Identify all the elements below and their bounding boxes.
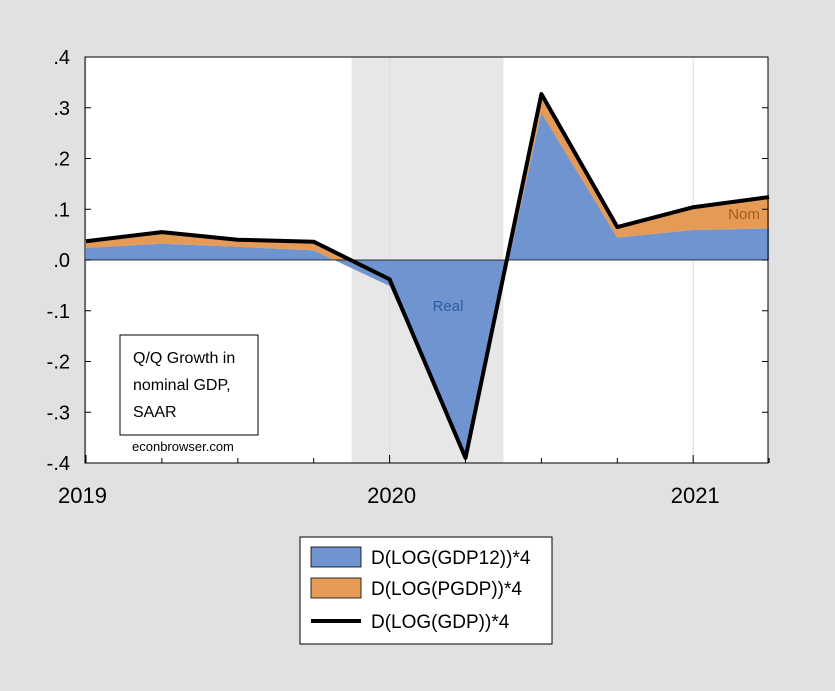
- annotation-box: Q/Q Growth in nominal GDP, SAAR: [119, 334, 259, 436]
- real-label: Real: [433, 298, 464, 315]
- annotation-line-2: nominal GDP,: [133, 377, 231, 394]
- y-tick-label: .2: [53, 149, 70, 171]
- nom-label: Nom: [728, 206, 760, 223]
- x-tick-label-2020: 2020: [367, 483, 416, 508]
- y-tick-label: .1: [53, 199, 70, 221]
- x-tick-label-2021: 2021: [671, 483, 720, 508]
- x-tick-label-2019: 2019: [58, 483, 107, 508]
- y-axis: .4 .3 .2 .1 .0 -.1 -.2 -.3 -.4: [47, 47, 768, 475]
- y-tick-label: .0: [53, 250, 70, 272]
- legend-label-price: D(LOG(PGDP))*4: [371, 579, 522, 600]
- legend: D(LOG(GDP12))*4 D(LOG(PGDP))*4 D(LOG(GDP…: [299, 536, 553, 645]
- y-tick-label: -.1: [47, 301, 70, 323]
- y-tick-label: -.2: [47, 352, 70, 374]
- x-axis: 2019 2020 2021: [58, 455, 770, 508]
- line-series: [85, 92, 770, 460]
- y-tick-label: -.3: [47, 402, 70, 424]
- y-tick-label: .4: [53, 47, 70, 69]
- area-real: [86, 112, 770, 456]
- legend-label-nominal: D(LOG(GDP))*4: [371, 612, 510, 633]
- source-label: econbrowser.com: [132, 439, 234, 454]
- y-tick-label: .3: [53, 98, 70, 120]
- legend-swatch-price: [310, 577, 362, 599]
- line-nominal: [85, 92, 770, 460]
- annotation-line-3: SAAR: [133, 404, 177, 421]
- annotation-line-1: Q/Q Growth in: [133, 350, 235, 367]
- y-tick-label: -.4: [47, 453, 70, 475]
- legend-swatch-real: [310, 546, 362, 568]
- legend-label-real: D(LOG(GDP12))*4: [371, 548, 531, 569]
- area-series: [86, 94, 770, 458]
